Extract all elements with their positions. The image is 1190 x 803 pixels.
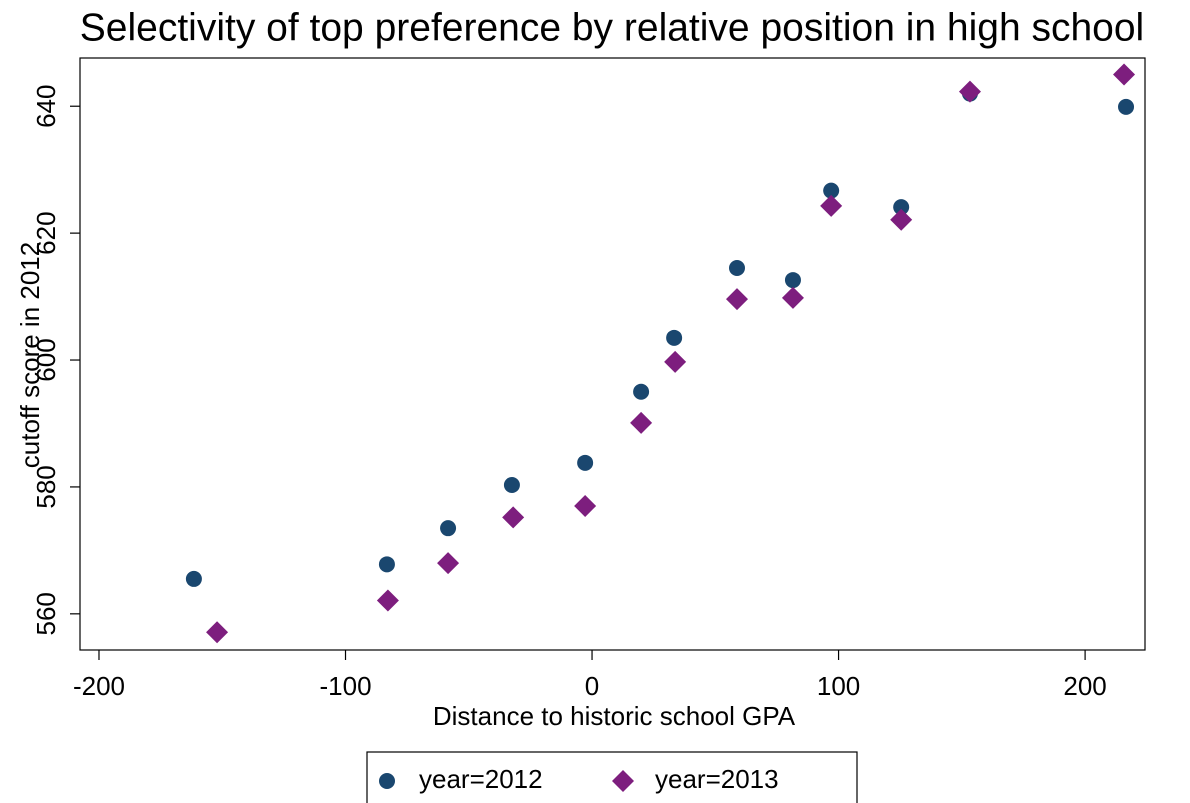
x-tick-label: -200	[73, 671, 125, 701]
data-point	[502, 506, 525, 529]
x-tick-label: 0	[585, 671, 599, 701]
y-tick-label: 640	[31, 85, 61, 128]
data-point	[784, 272, 801, 289]
plot-frame	[79, 57, 1146, 651]
legend-box	[366, 751, 858, 803]
y-axis-title: cutoff score in 2012	[15, 242, 45, 468]
data-point	[958, 80, 981, 103]
data-point	[630, 411, 653, 434]
data-point	[725, 288, 748, 311]
data-point	[574, 494, 597, 517]
y-tick-label: 580	[31, 465, 61, 508]
data-point	[728, 260, 745, 277]
data-point	[890, 208, 913, 231]
data-point	[440, 520, 457, 537]
data-point	[206, 621, 229, 644]
legend-label: year=2012	[419, 764, 543, 794]
data-point	[820, 194, 843, 217]
data-point	[666, 329, 683, 346]
x-axis-title: Distance to historic school GPA	[433, 701, 796, 731]
data-point	[503, 477, 520, 494]
data-point	[185, 570, 202, 587]
data-point	[823, 182, 840, 199]
x-tick-label: 100	[817, 671, 860, 701]
y-tick-label: 560	[31, 592, 61, 635]
x-tick-label: -100	[319, 671, 371, 701]
legend-marker	[379, 773, 395, 789]
data-point	[893, 199, 910, 216]
data-point	[378, 556, 395, 573]
data-point	[664, 350, 687, 373]
data-point	[376, 589, 399, 612]
data-point	[633, 383, 650, 400]
legend-label: year=2013	[655, 764, 779, 794]
data-point	[1118, 98, 1135, 115]
y-tick-label: 620	[31, 211, 61, 254]
x-tick-label: 200	[1063, 671, 1106, 701]
data-point	[437, 552, 460, 575]
data-point	[1113, 63, 1136, 86]
y-tick-label: 600	[31, 338, 61, 381]
data-point	[781, 286, 804, 309]
legend-marker	[612, 770, 634, 792]
chart-title: Selectivity of top preference by relativ…	[80, 6, 1144, 49]
data-point	[577, 454, 594, 471]
